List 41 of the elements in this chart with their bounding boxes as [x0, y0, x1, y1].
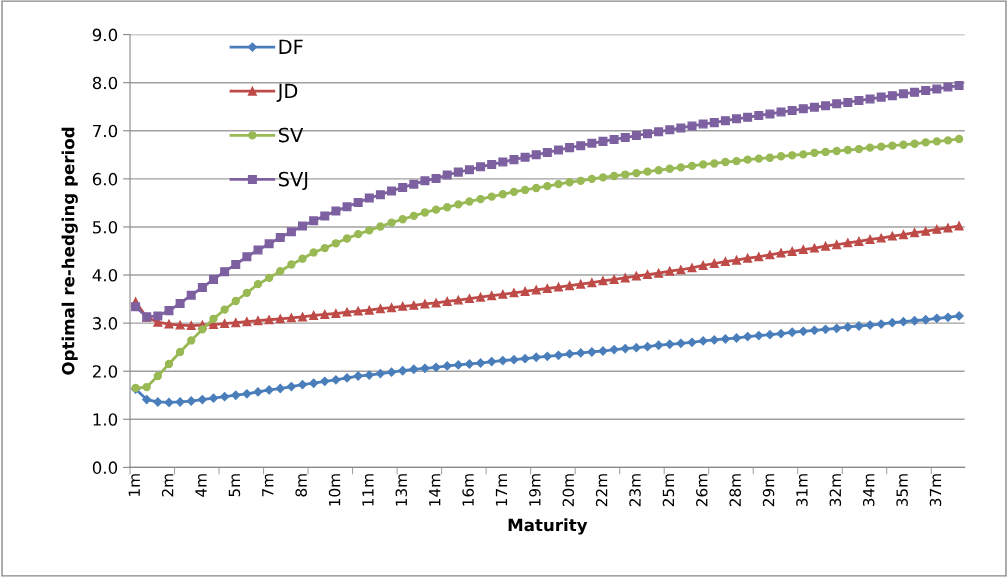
x-tick-label: 20m [562, 474, 575, 507]
legend-label: SV [278, 127, 304, 143]
legend-label: DF [279, 39, 303, 54]
y-axis-title: Optimal re-hedging period [61, 127, 78, 375]
y-tick-label: 9.0 [92, 28, 118, 42]
y-tick-label: 8.0 [92, 76, 118, 90]
y-tick-label: 3.0 [92, 317, 118, 330]
x-tick-label: 1m [128, 474, 140, 496]
legend-label: JD [276, 83, 298, 102]
y-tick-label: 0.0 [92, 461, 118, 474]
x-tick-label: 5m [228, 474, 241, 497]
x-tick-label: 10m [328, 474, 341, 506]
y-tick-label: 4.0 [92, 269, 118, 282]
x-tick-label: 2m [161, 474, 174, 497]
x-tick-label: 37m [929, 474, 942, 507]
x-tick-label: 28m [729, 474, 741, 507]
x-tick-label: 29m [762, 474, 775, 507]
x-tick-label: 32m [829, 474, 842, 507]
x-tick-label: 31m [796, 474, 808, 507]
x-tick-label: 7m [262, 474, 274, 497]
x-tick-label: 17m [495, 474, 508, 506]
x-tick-label: 4m [195, 474, 207, 497]
x-tick-label: 14m [429, 474, 441, 506]
y-tick-label: 1.0 [93, 413, 118, 426]
x-tick-label: 34m [862, 474, 875, 507]
x-tick-label: 35m [896, 474, 908, 507]
x-tick-label: 22m [595, 474, 608, 507]
y-tick-label: 7.0 [93, 124, 118, 138]
x-tick-label: 11m [362, 474, 374, 506]
y-tick-label: 2.0 [92, 365, 118, 378]
x-tick-label: 25m [662, 474, 675, 507]
y-tick-label: 5.0 [93, 220, 118, 234]
x-tick-label: 26m [696, 474, 708, 507]
legend-label: SVJ [278, 171, 308, 191]
x-tick-label: 19m [529, 474, 541, 506]
x-tick-label: 23m [629, 474, 641, 507]
x-tick-label: 13m [395, 474, 408, 506]
x-axis-title: Maturity [508, 518, 588, 535]
y-tick-label: 6.0 [92, 172, 118, 186]
x-tick-label: 16m [462, 474, 474, 506]
x-tick-label: 8m [295, 474, 307, 497]
